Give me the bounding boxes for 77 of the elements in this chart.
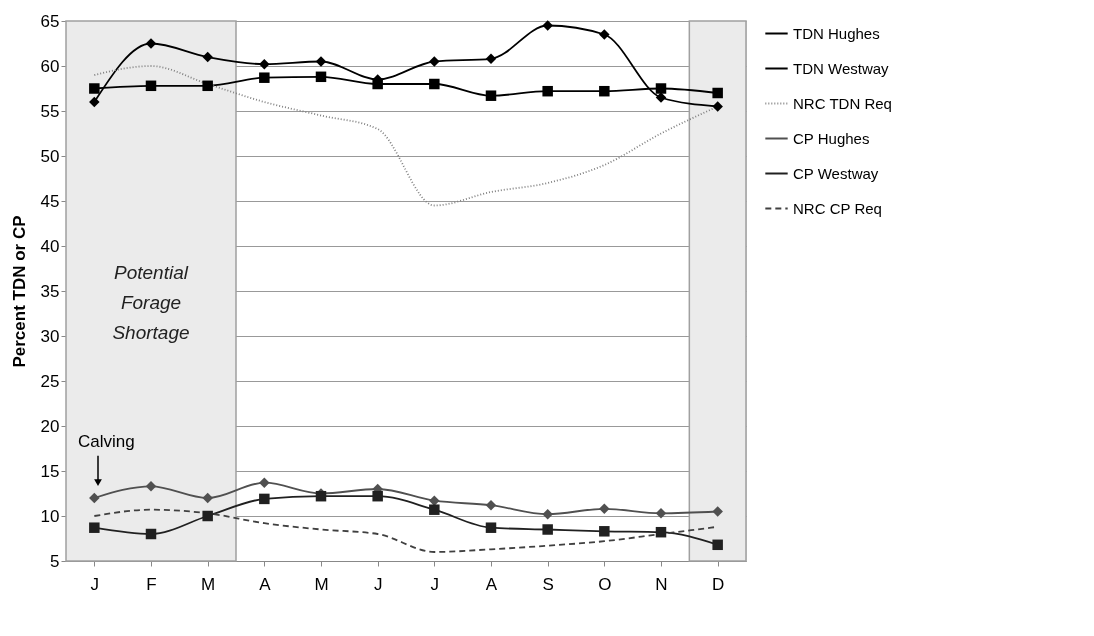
point <box>599 85 610 97</box>
point <box>542 20 553 31</box>
x-tick-label: D <box>712 574 725 594</box>
point <box>599 29 610 40</box>
point <box>145 481 157 492</box>
legend-label: NRC TDN Req <box>793 94 892 112</box>
y-tick-label: 60 <box>40 56 60 76</box>
point <box>429 56 440 67</box>
point <box>542 85 553 97</box>
point <box>429 504 440 515</box>
point <box>712 101 723 112</box>
point <box>259 58 270 70</box>
point <box>372 78 383 90</box>
point <box>315 71 327 83</box>
point <box>315 56 327 67</box>
legend-label: NRC CP Req <box>793 199 882 217</box>
y-tick-label: 55 <box>40 101 60 121</box>
point <box>89 96 100 108</box>
point <box>202 80 213 92</box>
point <box>202 492 213 504</box>
x-tick-label: M <box>201 574 216 594</box>
y-tick-label: 35 <box>40 281 60 301</box>
point <box>202 510 213 522</box>
y-tick-label: 20 <box>40 416 60 436</box>
x-tick-label: S <box>542 574 554 594</box>
point <box>429 495 440 506</box>
x-tick-label: M <box>314 574 329 594</box>
point <box>485 53 497 65</box>
x-tick-label: J <box>430 574 440 594</box>
point <box>655 83 667 94</box>
point <box>145 528 157 540</box>
x-tick-label: O <box>598 574 612 594</box>
point <box>202 51 213 63</box>
point <box>89 522 100 533</box>
y-tick-label: 65 <box>40 11 60 31</box>
point <box>542 524 553 535</box>
point <box>259 72 270 83</box>
x-tick-label: A <box>259 574 272 594</box>
point <box>712 506 723 517</box>
legend-label: CP Hughes <box>793 129 870 147</box>
y-tick-label: 10 <box>40 506 60 526</box>
point <box>712 539 723 551</box>
point <box>89 492 100 504</box>
point <box>542 508 553 520</box>
annotation: Calving <box>78 432 135 452</box>
point <box>372 490 383 502</box>
y-tick-label: 45 <box>40 191 60 211</box>
y-tick-label: 15 <box>40 461 60 481</box>
y-tick-label: 50 <box>40 146 60 166</box>
point <box>655 508 667 519</box>
legend-label: TDN Westway <box>793 59 890 77</box>
point <box>145 38 157 49</box>
x-tick-label: N <box>655 574 668 594</box>
point <box>485 90 497 101</box>
y-tick-label: 25 <box>40 371 60 391</box>
x-tick-label: J <box>373 574 383 594</box>
legend-label: CP Westway <box>793 164 879 182</box>
point <box>259 477 270 488</box>
point <box>485 522 497 533</box>
point <box>712 87 723 99</box>
point <box>485 499 497 511</box>
x-tick-label: F <box>146 574 157 594</box>
point <box>599 526 610 537</box>
legend-label: TDN Hughes <box>793 24 880 42</box>
y-axis-title: Percent TDN or CP <box>9 215 29 368</box>
y-tick-label: 40 <box>40 236 60 256</box>
point <box>655 526 667 538</box>
point <box>259 493 270 505</box>
y-tick-label: 5 <box>50 551 60 571</box>
point <box>429 78 440 90</box>
band-label: Potential Forage Shortage <box>112 262 190 343</box>
point <box>145 80 157 92</box>
x-tick-label: A <box>485 574 498 594</box>
y-tick-label: 30 <box>40 326 60 346</box>
x-tick-label: J <box>90 574 100 594</box>
point <box>89 83 100 94</box>
point <box>599 503 610 515</box>
